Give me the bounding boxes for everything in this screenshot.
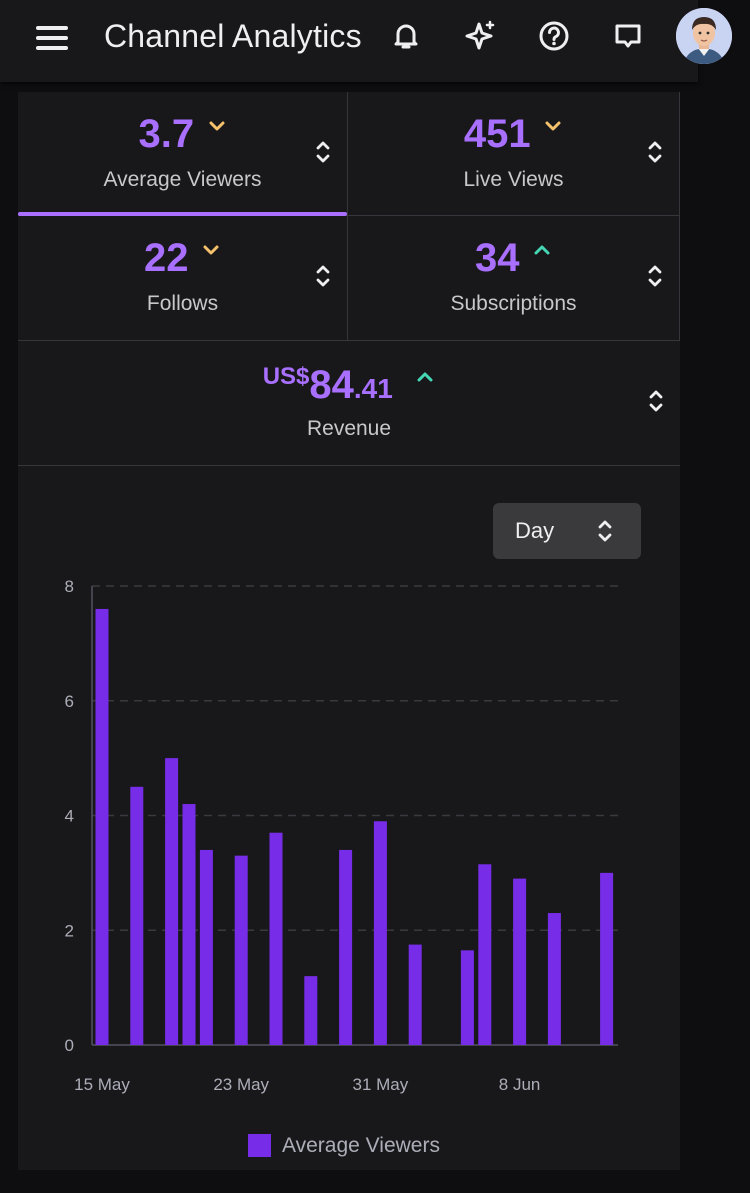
stat-revenue[interactable]: US$84.41 Revenue [18, 341, 680, 466]
y-tick-label: 0 [65, 1036, 74, 1055]
chart-bar [513, 878, 527, 1045]
chart-bar [130, 786, 144, 1045]
chart-bar [373, 821, 387, 1045]
y-tick-label: 6 [65, 692, 74, 711]
sort-icon[interactable] [315, 262, 331, 290]
chart-bar [165, 758, 179, 1045]
stat-value: 34 [475, 236, 520, 280]
average-viewers-chart: 0 2 4 6 8 15 May 23 May 31 May 8 Jun Average View… [65, 577, 618, 1157]
stat-average-viewers[interactable]: 3.7 Average Viewers [18, 92, 348, 216]
interval-select[interactable]: Day [493, 503, 641, 559]
y-tick-label: 8 [65, 577, 74, 596]
trend-down-icon [207, 119, 227, 138]
stat-value: 451 [463, 112, 531, 156]
x-tick-label: 31 May [353, 1075, 409, 1094]
x-tick-label: 8 Jun [499, 1075, 541, 1094]
chart-bar [199, 849, 213, 1045]
y-tick-label: 2 [65, 921, 74, 940]
page-title: Channel Analytics [104, 18, 362, 54]
stat-label: Live Views [463, 168, 564, 191]
chart-bar [547, 913, 561, 1045]
chart-bar [95, 608, 109, 1045]
chart-bar [234, 855, 248, 1045]
trend-up-icon [532, 243, 552, 262]
sparkle-icon[interactable] [462, 18, 498, 54]
x-tick-label: 23 May [213, 1075, 269, 1094]
chart-bar [182, 804, 196, 1045]
help-icon[interactable] [536, 18, 572, 54]
trend-down-icon [543, 119, 563, 138]
chart-bar [304, 976, 318, 1045]
analytics-panel: 3.7 Average Viewers 451 Live Views 22 [18, 92, 680, 1170]
chart-bar [460, 950, 474, 1045]
chart-bar [269, 832, 283, 1045]
interval-select-value: Day [515, 518, 555, 543]
trend-up-icon [415, 370, 435, 389]
stat-label: Average Viewers [103, 168, 262, 191]
revenue-value: 84 [309, 363, 354, 407]
stat-subscriptions[interactable]: 34 Subscriptions [348, 216, 680, 341]
revenue-cents: .41 [353, 373, 393, 404]
bell-icon[interactable] [388, 18, 424, 54]
stat-value: 22 [144, 236, 189, 280]
sort-icon[interactable] [315, 138, 331, 166]
legend-swatch [248, 1134, 271, 1157]
stat-label: Follows [146, 292, 219, 315]
revenue-currency: US$ [262, 363, 310, 390]
y-tick-label: 4 [65, 807, 74, 826]
chart-bar [408, 944, 422, 1045]
sort-icon[interactable] [647, 138, 663, 166]
avatar[interactable] [676, 8, 732, 64]
stat-live-views[interactable]: 451 Live Views [348, 92, 680, 216]
chart-bar [600, 872, 614, 1045]
stat-follows[interactable]: 22 Follows [18, 216, 348, 341]
sort-icon[interactable] [647, 262, 663, 290]
stat-label: Revenue [306, 417, 392, 440]
sort-icon[interactable] [648, 387, 664, 415]
top-bar: Channel Analytics [0, 0, 732, 82]
stat-value: 3.7 [138, 112, 195, 156]
chevron-updown-icon [597, 517, 613, 545]
chart-bar [478, 864, 492, 1045]
trend-down-icon [201, 243, 221, 262]
chart-bar [339, 849, 353, 1045]
stat-label: Subscriptions [450, 292, 577, 315]
chat-icon[interactable] [610, 18, 646, 54]
menu-icon[interactable] [34, 22, 74, 54]
x-tick-label: 15 May [74, 1075, 130, 1094]
legend-label: Average Viewers [282, 1134, 440, 1157]
